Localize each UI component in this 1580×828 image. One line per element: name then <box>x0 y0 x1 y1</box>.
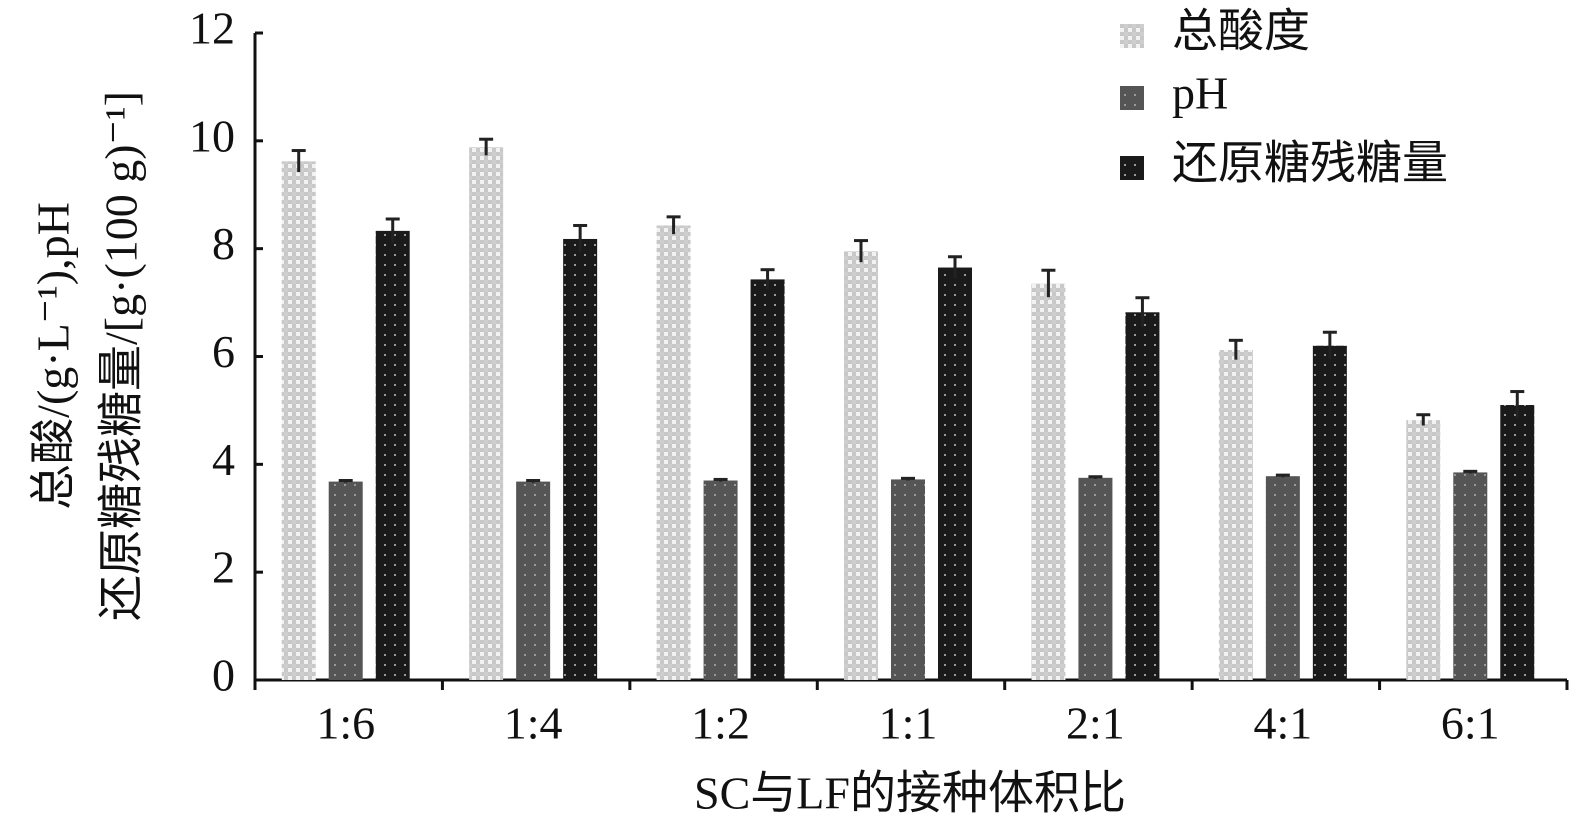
error-bar <box>854 239 868 263</box>
bar <box>1031 283 1066 680</box>
error-bar <box>666 215 681 235</box>
y-axis-title: 总酸/(g·L⁻¹),pH <box>28 202 79 510</box>
error-bar <box>385 217 400 243</box>
error-bar <box>1510 390 1525 419</box>
legend-label: 还原糖残糖量 <box>1172 138 1448 189</box>
bar <box>1406 420 1441 680</box>
bar <box>1078 477 1113 680</box>
error-bar <box>760 268 775 290</box>
bar <box>750 279 785 680</box>
x-tick-label: 1:4 <box>504 698 563 749</box>
error-bar <box>713 477 728 482</box>
error-bar <box>338 479 353 483</box>
bar <box>281 161 316 681</box>
error-bar <box>1041 268 1056 298</box>
x-tick-label: 6:1 <box>1441 698 1500 749</box>
y-tick-label: 6 <box>212 326 235 377</box>
x-tick-label: 1:6 <box>316 698 375 749</box>
bar <box>328 481 363 680</box>
y-tick-label: 2 <box>212 542 235 593</box>
x-tick-label: 2:1 <box>1066 698 1125 749</box>
error-bar <box>1463 469 1478 474</box>
x-tick-label: 1:1 <box>879 698 938 749</box>
legend-label: 总酸度 <box>1172 6 1310 57</box>
x-tick-label: 4:1 <box>1253 698 1312 749</box>
bar <box>516 481 551 680</box>
bar <box>1265 476 1300 680</box>
bar <box>1218 350 1253 680</box>
bar <box>703 480 738 680</box>
error-bar <box>901 476 915 481</box>
error-bar <box>948 255 962 279</box>
bar <box>844 251 878 681</box>
error-bar <box>1275 473 1290 478</box>
x-tick-label: 1:2 <box>691 698 750 749</box>
error-bar <box>291 149 306 173</box>
bar <box>891 479 925 680</box>
y-axis-title: 还原糖残糖量/[g·(100 g)⁻¹] <box>96 91 147 621</box>
error-bar <box>573 223 588 253</box>
legend-label: pH <box>1172 68 1228 119</box>
bar <box>1312 345 1347 680</box>
y-tick-label: 4 <box>212 434 235 485</box>
x-axis-title: SC与LF的接种体积比 <box>694 768 1126 819</box>
y-tick-label: 0 <box>212 650 235 701</box>
error-bar <box>526 479 541 483</box>
y-tick-label: 10 <box>189 110 235 161</box>
y-tick-label: 12 <box>189 3 235 54</box>
error-bar <box>1228 338 1243 360</box>
bar <box>656 225 691 681</box>
legend-swatch <box>1120 156 1144 180</box>
bar <box>1500 405 1535 680</box>
bar <box>938 267 972 680</box>
bar <box>469 147 504 680</box>
bar <box>1125 312 1160 680</box>
error-bar <box>1416 413 1431 426</box>
legend-swatch <box>1120 86 1144 110</box>
bar <box>563 238 598 680</box>
y-tick-label: 8 <box>212 218 235 269</box>
error-bar <box>1088 475 1103 479</box>
bar <box>375 230 410 681</box>
error-bar <box>1322 330 1337 360</box>
legend-swatch <box>1120 24 1144 48</box>
error-bar <box>479 137 494 156</box>
bar <box>1453 472 1488 680</box>
error-bar <box>1135 296 1150 327</box>
